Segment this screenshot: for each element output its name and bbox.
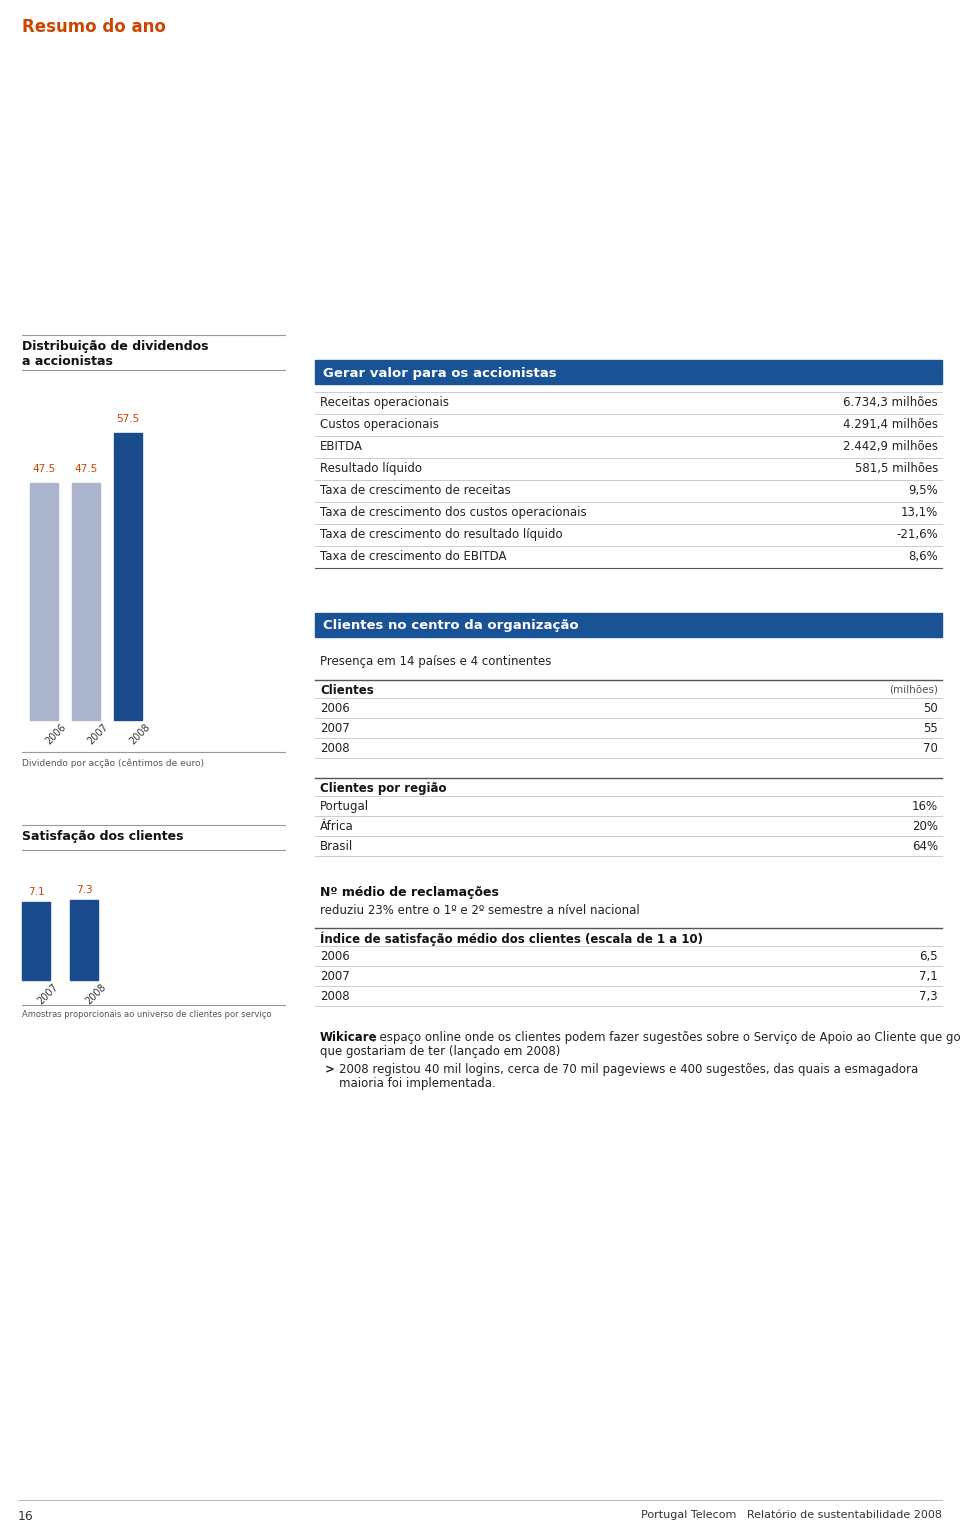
Text: maioria foi implementada.: maioria foi implementada. xyxy=(339,1077,495,1090)
Text: >: > xyxy=(325,1064,335,1076)
Text: 6.734,3 milhões: 6.734,3 milhões xyxy=(843,397,938,409)
Text: Nº médio de reclamações: Nº médio de reclamações xyxy=(320,885,499,899)
Text: 2007: 2007 xyxy=(86,722,110,747)
Text: 9,5%: 9,5% xyxy=(908,484,938,496)
Text: -21,6%: -21,6% xyxy=(897,529,938,541)
Bar xyxy=(72,483,100,719)
Text: Presença em 14 países e 4 continentes: Presença em 14 países e 4 continentes xyxy=(320,655,551,669)
Text: Taxa de crescimento de receitas: Taxa de crescimento de receitas xyxy=(320,484,511,496)
Text: 2008: 2008 xyxy=(320,742,349,755)
Text: Clientes por região: Clientes por região xyxy=(320,782,446,795)
Text: 7.1: 7.1 xyxy=(28,887,44,898)
Text: Amostras proporcionais ao universo de clientes por serviço: Amostras proporcionais ao universo de cl… xyxy=(22,1010,272,1019)
Text: 6,5: 6,5 xyxy=(920,950,938,964)
Text: 57.5: 57.5 xyxy=(116,415,139,424)
Text: 2006: 2006 xyxy=(320,950,349,964)
Text: Resumo do ano: Resumo do ano xyxy=(22,18,166,35)
Text: 2007: 2007 xyxy=(36,982,60,1007)
Text: 70: 70 xyxy=(924,742,938,755)
Text: Índice de satisfação médio dos clientes (escala de 1 a 10): Índice de satisfação médio dos clientes … xyxy=(320,931,703,947)
Text: Gerar valor para os accionistas: Gerar valor para os accionistas xyxy=(323,366,557,380)
Text: Custos operacionais: Custos operacionais xyxy=(320,418,439,430)
Text: 8,6%: 8,6% xyxy=(908,550,938,563)
Text: 13,1%: 13,1% xyxy=(900,506,938,520)
Text: Resultado líquido: Resultado líquido xyxy=(320,463,422,475)
Text: 4.291,4 milhões: 4.291,4 milhões xyxy=(843,418,938,430)
Text: 50: 50 xyxy=(924,702,938,715)
Text: 47.5: 47.5 xyxy=(74,464,98,475)
Text: 2007: 2007 xyxy=(320,970,349,984)
Text: 2008: 2008 xyxy=(84,982,108,1007)
Text: EBITDA: EBITDA xyxy=(320,440,363,453)
Text: Receitas operacionais: Receitas operacionais xyxy=(320,397,449,409)
Text: 47.5: 47.5 xyxy=(33,464,56,475)
Text: 2006: 2006 xyxy=(320,702,349,715)
Text: Clientes no centro da organização: Clientes no centro da organização xyxy=(323,619,579,633)
Bar xyxy=(114,432,142,719)
Text: Brasil: Brasil xyxy=(320,841,353,853)
Bar xyxy=(22,902,50,981)
Text: Distribuição de dividendos
a accionistas: Distribuição de dividendos a accionistas xyxy=(22,340,208,367)
Text: Clientes: Clientes xyxy=(320,684,373,696)
Text: 2006: 2006 xyxy=(44,722,68,747)
Text: (milhões): (milhões) xyxy=(889,684,938,695)
Text: reduziu 23% entre o 1º e 2º semestre a nível nacional: reduziu 23% entre o 1º e 2º semestre a n… xyxy=(320,904,639,918)
Text: 64%: 64% xyxy=(912,841,938,853)
Text: Taxa de crescimento do resultado líquido: Taxa de crescimento do resultado líquido xyxy=(320,529,563,541)
Text: África: África xyxy=(320,821,353,833)
Text: Taxa de crescimento dos custos operacionais: Taxa de crescimento dos custos operacion… xyxy=(320,506,587,520)
Text: Portugal: Portugal xyxy=(320,799,370,813)
Text: 2008: 2008 xyxy=(128,722,153,747)
Text: Satisfação dos clientes: Satisfação dos clientes xyxy=(22,830,183,842)
Text: 581,5 milhões: 581,5 milhões xyxy=(854,463,938,475)
Text: Wikicare: Wikicare xyxy=(320,1031,377,1044)
Bar xyxy=(315,360,942,384)
Bar xyxy=(315,613,942,636)
Text: 7,1: 7,1 xyxy=(920,970,938,984)
Text: 55: 55 xyxy=(924,722,938,735)
Bar xyxy=(70,899,98,981)
Text: 20%: 20% xyxy=(912,821,938,833)
Text: 16: 16 xyxy=(18,1509,34,1523)
Text: Portugal Telecom   Relatório de sustentabilidade 2008: Portugal Telecom Relatório de sustentabi… xyxy=(641,1509,942,1520)
Text: 2007: 2007 xyxy=(320,722,349,735)
Text: 7,3: 7,3 xyxy=(920,990,938,1004)
Text: 2008 registou 40 mil logins, cerca de 70 mil pageviews e 400 sugestões, das quai: 2008 registou 40 mil logins, cerca de 70… xyxy=(339,1064,919,1076)
Bar xyxy=(30,483,58,719)
Text: , espaço online onde os clientes podem fazer sugestões sobre o Serviço de Apoio : , espaço online onde os clientes podem f… xyxy=(372,1031,960,1044)
Text: Taxa de crescimento do EBITDA: Taxa de crescimento do EBITDA xyxy=(320,550,507,563)
Text: 7.3: 7.3 xyxy=(76,885,92,895)
Text: 2.442,9 milhões: 2.442,9 milhões xyxy=(843,440,938,453)
Text: 2008: 2008 xyxy=(320,990,349,1004)
Text: Dividendo por acção (cêntimos de euro): Dividendo por acção (cêntimos de euro) xyxy=(22,758,204,767)
Text: 16%: 16% xyxy=(912,799,938,813)
Text: que gostariam de ter (lançado em 2008): que gostariam de ter (lançado em 2008) xyxy=(320,1045,561,1057)
